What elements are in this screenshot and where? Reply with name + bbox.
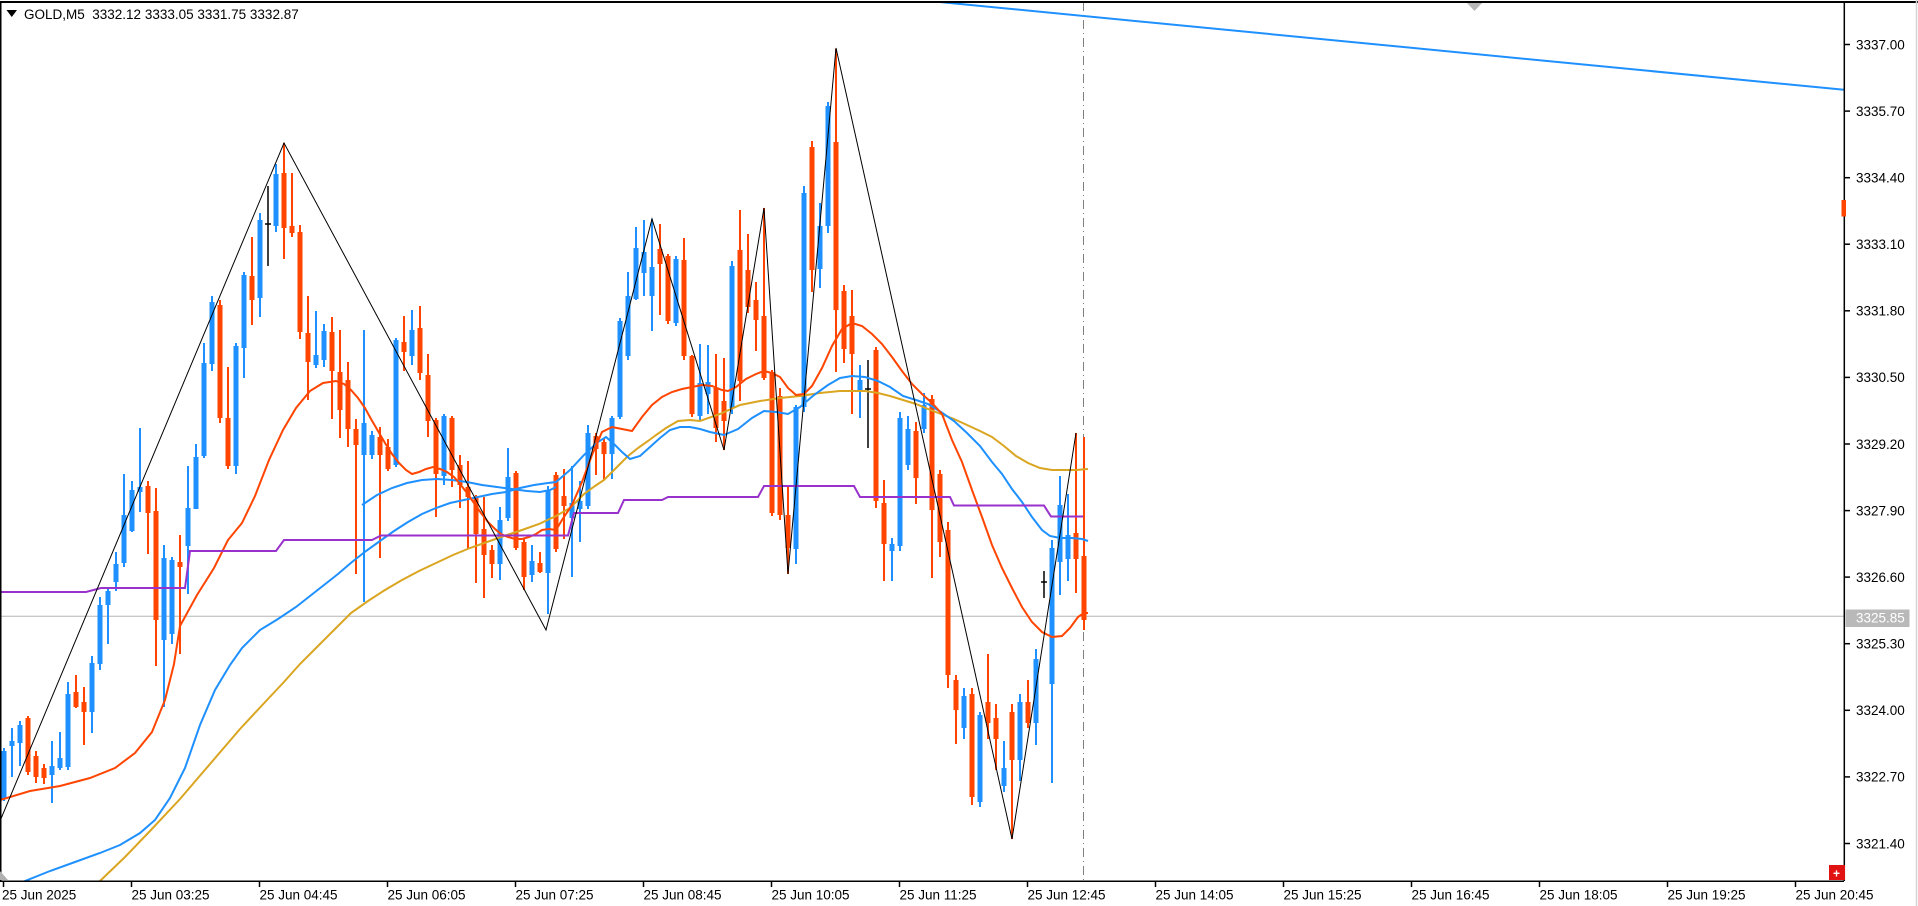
svg-text:3322.70: 3322.70 xyxy=(1856,770,1905,785)
svg-text:3325.85: 3325.85 xyxy=(1856,611,1905,626)
svg-text:3321.40: 3321.40 xyxy=(1856,836,1905,851)
svg-text:25 Jun 08:45: 25 Jun 08:45 xyxy=(644,888,722,903)
svg-text:25 Jun 04:45: 25 Jun 04:45 xyxy=(260,888,338,903)
svg-text:25 Jun 18:05: 25 Jun 18:05 xyxy=(1540,888,1618,903)
svg-text:3334.40: 3334.40 xyxy=(1856,171,1905,186)
svg-text:3330.50: 3330.50 xyxy=(1856,370,1905,385)
svg-text:25 Jun 03:25: 25 Jun 03:25 xyxy=(132,888,210,903)
svg-text:3325.30: 3325.30 xyxy=(1856,637,1905,652)
svg-text:25 Jun 06:05: 25 Jun 06:05 xyxy=(388,888,466,903)
svg-text:3335.70: 3335.70 xyxy=(1856,104,1905,119)
svg-text:3329.20: 3329.20 xyxy=(1856,437,1905,452)
svg-text:25 Jun 12:45: 25 Jun 12:45 xyxy=(1028,888,1106,903)
svg-text:3337.00: 3337.00 xyxy=(1856,37,1905,52)
svg-text:3324.00: 3324.00 xyxy=(1856,703,1905,718)
svg-text:3327.90: 3327.90 xyxy=(1856,503,1905,518)
svg-text:+: + xyxy=(1833,867,1840,881)
svg-text:3331.80: 3331.80 xyxy=(1856,304,1905,319)
svg-text:25 Jun 14:05: 25 Jun 14:05 xyxy=(1156,888,1234,903)
svg-text:25 Jun 10:05: 25 Jun 10:05 xyxy=(772,888,850,903)
svg-text:25 Jun 16:45: 25 Jun 16:45 xyxy=(1412,888,1490,903)
svg-text:25 Jun 11:25: 25 Jun 11:25 xyxy=(900,888,977,903)
svg-text:3326.60: 3326.60 xyxy=(1856,570,1905,585)
svg-text:25 Jun 20:45: 25 Jun 20:45 xyxy=(1796,888,1874,903)
svg-text:GOLD,M5 3332.12 3333.05 3331.: GOLD,M5 3332.12 3333.05 3331.75 3332.87 xyxy=(24,7,299,22)
svg-text:25 Jun 19:25: 25 Jun 19:25 xyxy=(1668,888,1746,903)
svg-text:25 Jun 15:25: 25 Jun 15:25 xyxy=(1284,888,1362,903)
svg-text:3333.10: 3333.10 xyxy=(1856,237,1905,252)
svg-text:25 Jun 07:25: 25 Jun 07:25 xyxy=(516,888,594,903)
svg-text:25 Jun 2025: 25 Jun 2025 xyxy=(2,888,76,903)
